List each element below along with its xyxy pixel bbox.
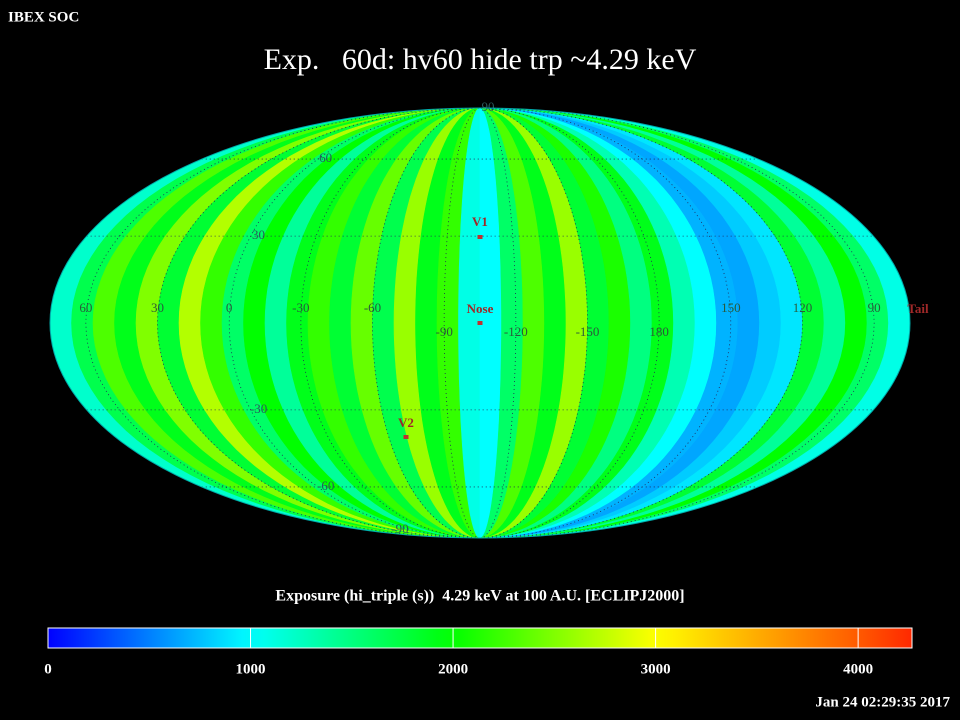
sky-map	[50, 108, 910, 538]
lon-tick-label: -150	[576, 324, 600, 339]
lon-tick-label: 30	[151, 300, 164, 315]
lat-tick-label: -60	[317, 478, 334, 493]
meridian-grid-line	[479, 108, 875, 538]
map-outline	[49, 107, 911, 539]
lon-tick-label: 120	[793, 300, 813, 315]
lon-tick-label: 150	[721, 300, 741, 315]
lon-tick-label: -90	[435, 324, 452, 339]
meridian-grid-line	[479, 108, 660, 538]
marker-dot	[477, 321, 483, 325]
meridian-grid-line	[157, 108, 481, 538]
meridian-grid-line	[479, 108, 803, 538]
lat-tick-label: 30	[252, 227, 265, 242]
colorbar	[47, 627, 913, 649]
meridian-grid-line	[85, 108, 481, 538]
meridian-grid-line	[372, 108, 481, 538]
meridian-grid-line	[300, 108, 481, 538]
meridian-grid-line	[479, 108, 588, 538]
header: IBEX SOC	[8, 9, 79, 25]
lat-tick-label: -90	[391, 521, 408, 536]
marker-label: Nose	[467, 301, 494, 316]
lon-tick-label: 180	[649, 324, 669, 339]
colorbar-title: Exposure (hi_triple (s)) 4.29 keV at 100…	[275, 588, 684, 605]
lat-tick-label: 90	[482, 99, 495, 114]
colorbar-tick-label: 3000	[641, 661, 671, 677]
colorbar-tick-label: 4000	[843, 661, 873, 677]
lon-tick-label: -120	[504, 324, 528, 339]
marker-dot	[477, 235, 483, 239]
marker-dot	[403, 435, 409, 439]
colorbar-tick-label: 0	[44, 661, 52, 677]
lon-tick-label: 90	[868, 300, 881, 315]
marker-label: Tail	[907, 301, 929, 316]
lat-tick-label: -30	[250, 401, 267, 416]
colorbar-tick-label: 2000	[438, 661, 468, 677]
timestamp: Jan 24 02:29:35 2017	[815, 694, 950, 710]
chart-title: Exp. 60d: hv60 hide trp ~4.29 keV	[264, 43, 697, 76]
lon-tick-label: -30	[292, 300, 309, 315]
colorbar-tick-label: 1000	[236, 661, 266, 677]
lon-tick-label: 60	[79, 300, 92, 315]
lon-tick-label: -60	[364, 300, 381, 315]
lon-tick-label: 0	[226, 300, 233, 315]
marker-label: V1	[472, 214, 488, 229]
marker-label: V2	[398, 415, 414, 430]
lat-tick-label: 60	[319, 150, 332, 165]
